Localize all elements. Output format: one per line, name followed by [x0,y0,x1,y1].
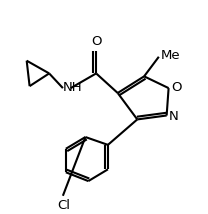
Text: Cl: Cl [57,199,70,212]
Text: Me: Me [161,49,180,62]
Text: NH: NH [63,81,83,94]
Text: O: O [91,35,102,48]
Text: N: N [169,110,178,123]
Text: O: O [172,81,182,94]
